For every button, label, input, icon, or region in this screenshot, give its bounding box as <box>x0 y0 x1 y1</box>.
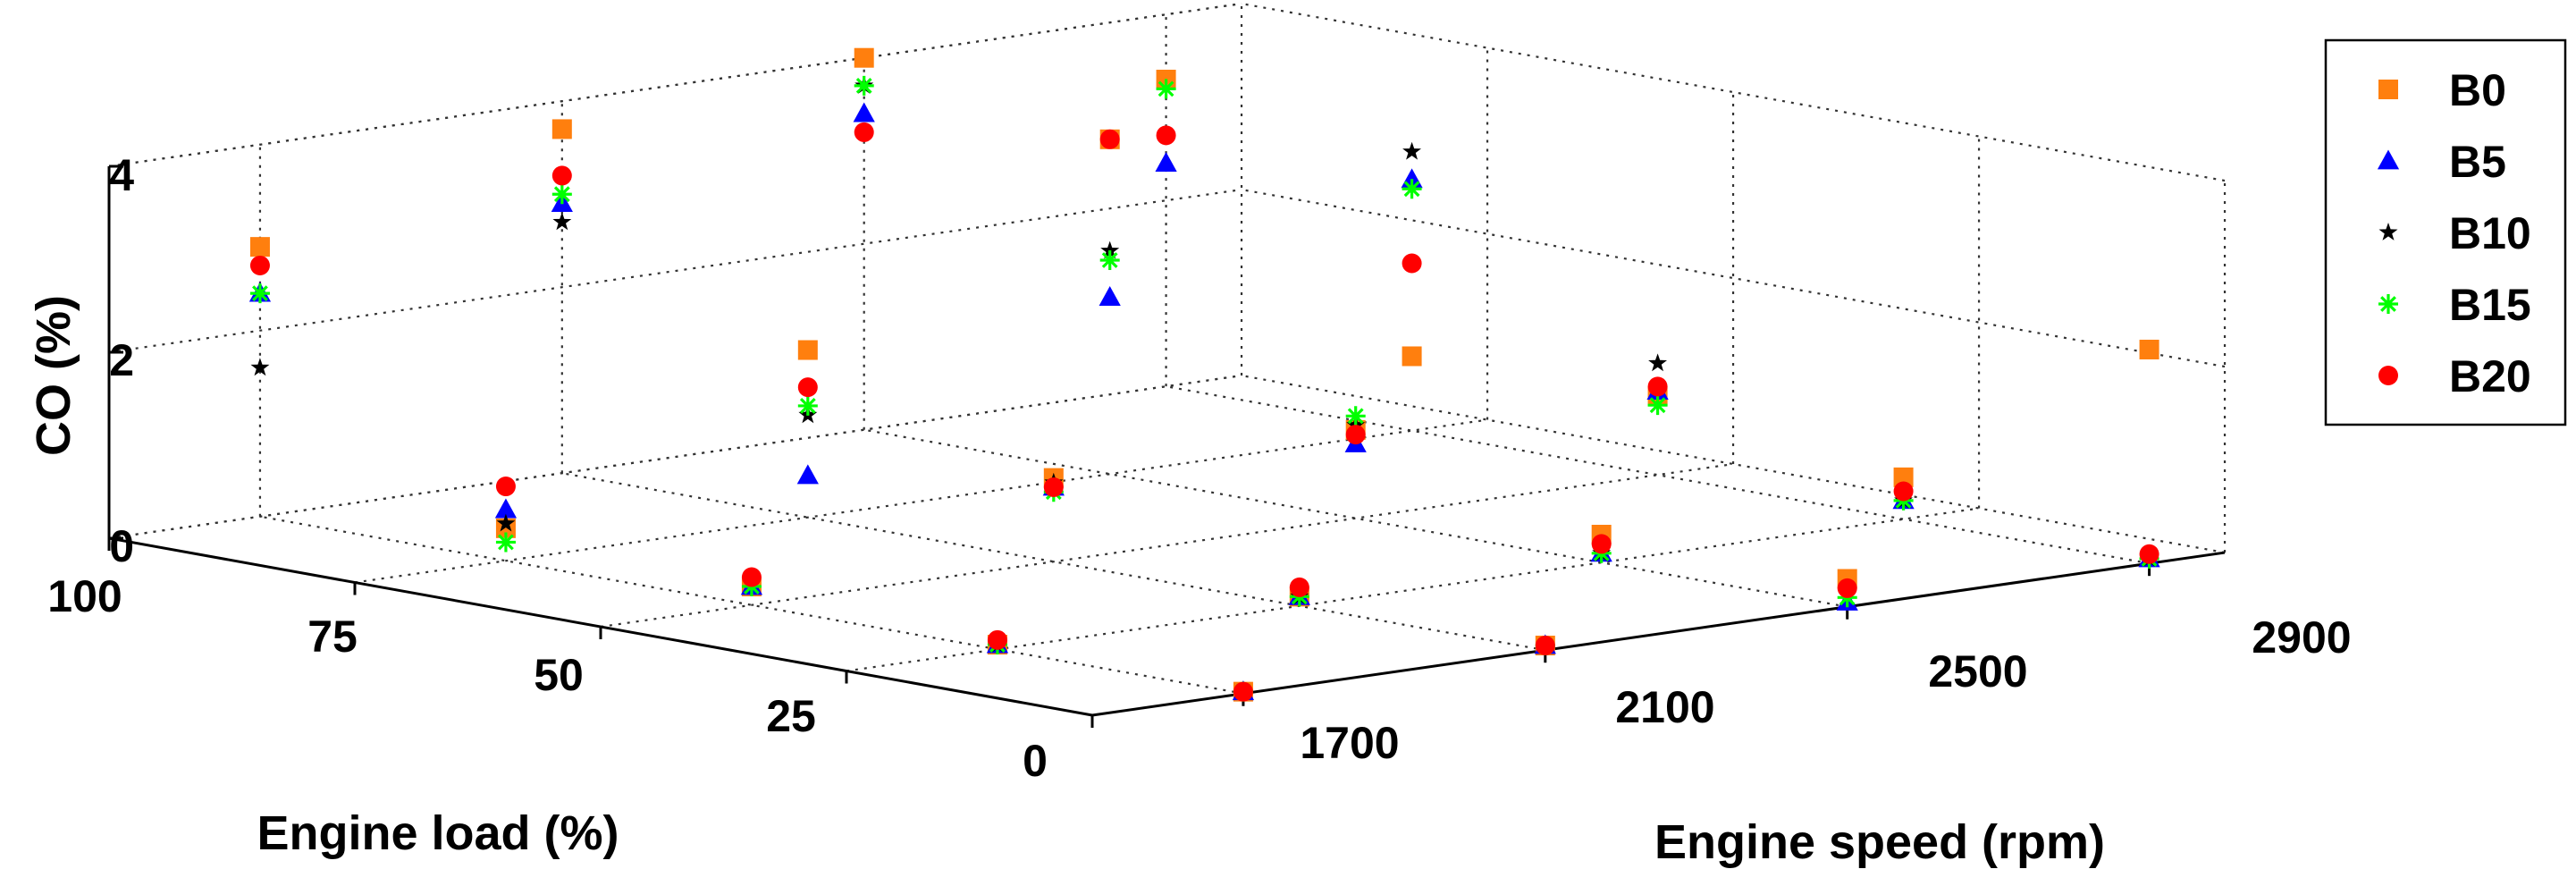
legend-label-b5: B5 <box>2449 137 2506 187</box>
legend-label-b0: B0 <box>2449 65 2506 115</box>
legend-label-b15: B15 <box>2449 280 2531 330</box>
co-tick: 0 <box>109 521 134 571</box>
point-b20 <box>495 477 516 497</box>
point-b15 <box>1345 406 1366 426</box>
point-b20 <box>551 165 572 186</box>
point-b15 <box>1156 79 1176 99</box>
floor-grid-load <box>354 418 1488 584</box>
legend-marker-b5 <box>2377 149 2400 170</box>
point-b20 <box>797 377 818 398</box>
point-b15 <box>797 395 818 416</box>
legend-marker-b0 <box>2378 80 2398 99</box>
point-b5 <box>1099 286 1121 307</box>
point-b10 <box>1402 141 1421 160</box>
point-b20 <box>1647 376 1668 397</box>
load-tick: 25 <box>766 691 816 741</box>
point-b20 <box>1345 425 1366 445</box>
axis-labels: CO (%) Engine load (%) Engine speed (rpm… <box>27 295 2105 869</box>
floor-grid-speed <box>863 428 1848 608</box>
legend-marker-b20 <box>2378 366 2398 385</box>
speed-tick: 1700 <box>1300 718 1399 768</box>
axis-grid <box>107 2 2227 728</box>
point-b5 <box>796 464 819 485</box>
point-b0 <box>1893 467 1914 487</box>
point-b10 <box>1648 353 1667 372</box>
point-b0 <box>1402 346 1422 367</box>
point-b0 <box>854 47 874 68</box>
point-b20 <box>1591 534 1612 554</box>
point-b15 <box>1402 179 1422 199</box>
point-b20 <box>1289 577 1309 597</box>
point-b5 <box>1155 152 1177 172</box>
point-b15 <box>249 283 270 304</box>
point-b20 <box>249 255 270 275</box>
legend-label-b20: B20 <box>2449 351 2531 401</box>
back-wall-grid-co <box>108 188 1242 354</box>
legend-marker-b15 <box>2378 294 2398 314</box>
point-b20 <box>1535 636 1555 656</box>
point-b0 <box>551 119 572 139</box>
back-wall-grid-co <box>108 374 1242 540</box>
tick-labels: 0 2 4 100 75 50 25 0 1700 2100 2500 2900 <box>47 150 2351 786</box>
load-tick: 50 <box>534 650 584 700</box>
point-b20 <box>1099 129 1120 149</box>
point-b0 <box>797 340 818 360</box>
speed-tick: 2100 <box>1615 682 1714 732</box>
point-b20 <box>1233 681 1253 702</box>
speed-tick: 2500 <box>1928 646 2027 696</box>
load-tick: 100 <box>47 571 122 621</box>
speed-axis-line <box>1091 551 2226 717</box>
speed-axis-label: Engine speed (rpm) <box>1654 815 2105 869</box>
point-b0 <box>249 237 270 257</box>
legend-box <box>2324 38 2567 426</box>
point-b20 <box>1156 125 1176 146</box>
point-b15 <box>551 184 572 205</box>
speed-tick: 2900 <box>2252 612 2351 662</box>
floor-grid-load <box>846 507 1980 672</box>
point-b5 <box>853 102 875 122</box>
side-wall-grid-co <box>1241 188 2226 368</box>
floor-grid-speed <box>1166 385 2150 565</box>
legend-marker-b10 <box>2378 223 2398 240</box>
point-b20 <box>1837 578 1857 598</box>
floor-grid-speed <box>259 515 1244 695</box>
legend-markers <box>2377 80 2400 385</box>
load-tick: 75 <box>307 612 358 662</box>
point-b15 <box>1099 250 1120 270</box>
point-b20 <box>1402 253 1422 274</box>
point-b15 <box>1647 395 1668 416</box>
co-tick: 4 <box>109 150 134 200</box>
point-b20 <box>854 122 874 142</box>
top-edge <box>108 2 1242 168</box>
floor-grid-load <box>600 462 1734 629</box>
co-tick: 2 <box>109 335 134 385</box>
point-b20 <box>2139 544 2159 564</box>
point-b20 <box>1893 481 1914 502</box>
legend-label-b10: B10 <box>2449 208 2531 258</box>
data-points <box>248 47 2160 702</box>
point-b5 <box>494 498 518 519</box>
floor-grid-speed <box>561 472 1546 652</box>
side-wall-grid-co <box>1241 374 2226 554</box>
point-b10 <box>1100 240 1120 259</box>
point-b20 <box>987 629 1007 650</box>
point-b15 <box>854 75 874 96</box>
load-tick: 0 <box>1023 736 1048 786</box>
point-b10 <box>250 358 270 376</box>
point-b20 <box>741 567 762 587</box>
legend: B0 B5 B10 B15 B20 <box>2324 38 2567 426</box>
co-axis-label: CO (%) <box>27 295 80 456</box>
point-b15 <box>495 532 516 553</box>
point-b10 <box>496 513 516 532</box>
point-b10 <box>552 212 572 231</box>
point-b0 <box>2139 339 2159 359</box>
load-axis-label: Engine load (%) <box>257 806 619 860</box>
side-wall-grid-co <box>1241 2 2226 182</box>
point-b20 <box>1043 477 1064 498</box>
